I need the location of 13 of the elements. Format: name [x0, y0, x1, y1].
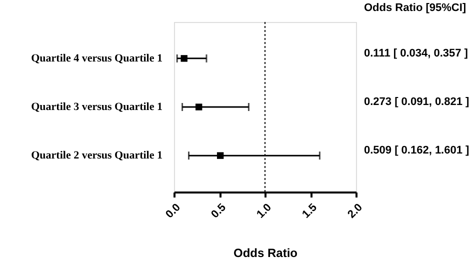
y-tick-label: Quartile 4 versus Quartile 1: [31, 52, 162, 64]
y-tick-label: Quartile 2 versus Quartile 1: [31, 150, 162, 162]
x-tick-label: 1.5: [300, 202, 320, 221]
data-label: 0.509 [ 0.162, 1.601 ]: [364, 144, 470, 157]
x-tick-label: 2.0: [346, 202, 365, 221]
x-tick-label: 1.0: [254, 202, 274, 221]
data-label: 0.111 [ 0.034, 0.357 ]: [364, 47, 468, 60]
text: Odds Ratio [95%CI]: [364, 2, 466, 14]
x-axis-title: Odds Ratio: [233, 246, 298, 260]
x-tick-label: 0.0: [164, 202, 183, 221]
x-tick-label: 0.5: [209, 202, 228, 221]
y-tick-label: Quartile 3 versus Quartile 1: [31, 101, 162, 113]
data-label: 0.273 [ 0.091, 0.821 ]: [364, 96, 470, 108]
